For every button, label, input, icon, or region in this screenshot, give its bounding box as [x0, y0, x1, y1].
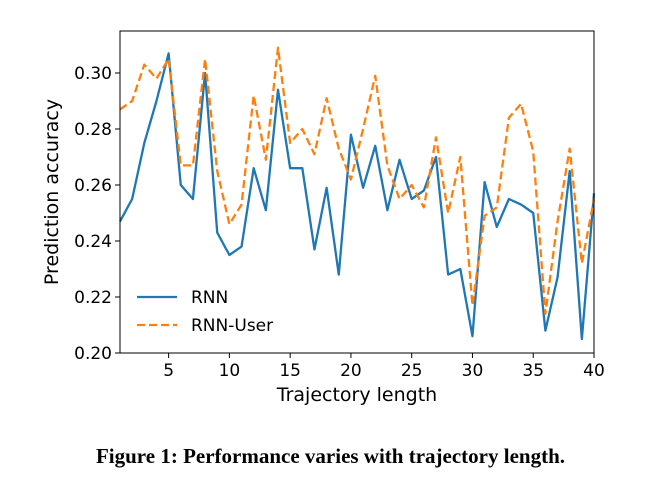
y-tick-label: 0.24 [74, 232, 112, 252]
legend-label: RNN [191, 288, 228, 308]
y-axis-label: Prediction accuracy [41, 99, 63, 285]
x-tick-label: 35 [522, 361, 544, 381]
x-tick-label: 25 [401, 361, 423, 381]
x-tick-label: 40 [583, 361, 605, 381]
y-axis-ticks: 0.20 0.22 0.24 0.26 0.28 0.30 [74, 64, 120, 364]
x-tick-label: 15 [279, 361, 301, 381]
x-axis-label: Trajectory length [276, 384, 437, 406]
y-tick-label: 0.20 [74, 344, 112, 364]
x-tick-label: 10 [219, 361, 241, 381]
x-tick-label: 5 [163, 361, 174, 381]
y-tick-label: 0.22 [74, 288, 112, 308]
series-lines [118, 46, 596, 341]
x-axis-ticks: 5 10 15 20 25 30 35 40 [163, 353, 605, 381]
figure-caption: Figure 1: Performance varies with trajec… [95, 444, 566, 468]
series-line-rnn-user [119, 46, 596, 315]
x-tick-label: 20 [340, 361, 362, 381]
chart: 0.20 0.22 0.24 0.26 0.28 0.30 5 10 15 20 25 30 35 40… [41, 30, 605, 406]
y-tick-label: 0.28 [74, 120, 112, 140]
series-line-rnn [118, 52, 596, 341]
plot-frame [119, 30, 595, 354]
y-tick-label: 0.30 [74, 64, 112, 84]
x-tick-label: 30 [462, 361, 484, 381]
legend-label: RNN-User [191, 316, 273, 336]
y-tick-label: 0.26 [74, 176, 112, 196]
legend: RNN RNN-User [137, 288, 273, 336]
